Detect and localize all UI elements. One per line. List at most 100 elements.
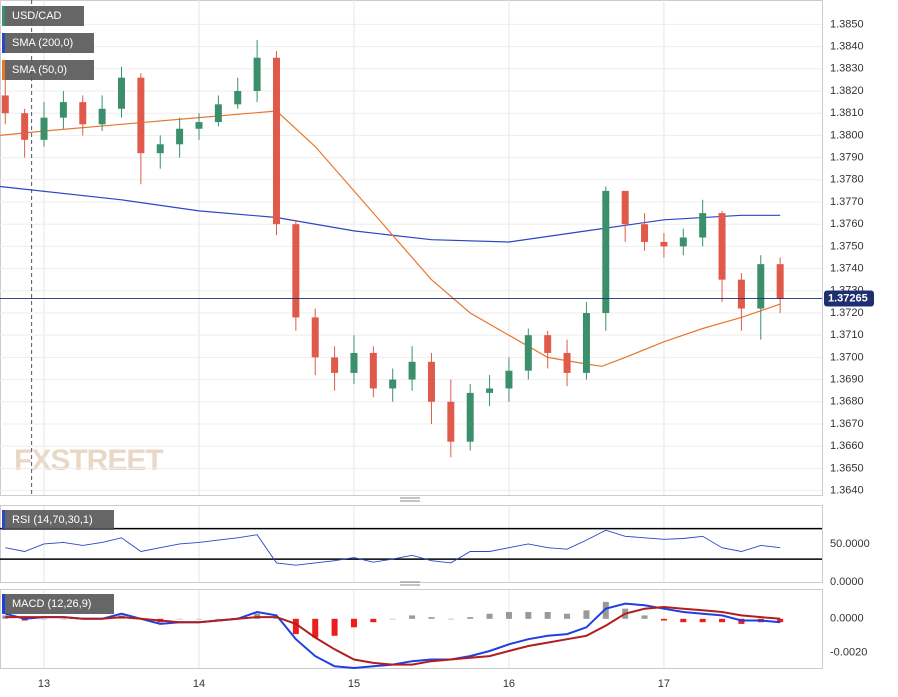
x-tick-label: 17 bbox=[658, 678, 670, 690]
candle-body bbox=[776, 264, 784, 299]
legend-label-box bbox=[2, 33, 94, 53]
legend-label-box bbox=[2, 60, 94, 80]
candle-body bbox=[59, 102, 67, 118]
y-tick-label: 1.3810 bbox=[830, 107, 864, 119]
rsi-tick-label: 0.0000 bbox=[830, 576, 864, 588]
candle-body bbox=[40, 117, 48, 140]
rsi-label-accent bbox=[2, 510, 5, 530]
y-tick-label: 1.3750 bbox=[830, 240, 864, 252]
macd-histogram-bar bbox=[777, 618, 784, 623]
y-tick-label: 1.3690 bbox=[830, 373, 864, 385]
candle-body bbox=[137, 77, 145, 154]
candle-body bbox=[253, 57, 261, 92]
macd-histogram-bar bbox=[467, 617, 474, 619]
main-panel bbox=[0, 0, 823, 496]
macd-histogram-bar bbox=[350, 618, 357, 628]
macd-histogram-bar bbox=[699, 618, 706, 623]
rsi-label: RSI (14,70,30,1) bbox=[12, 514, 93, 526]
candle-body bbox=[214, 104, 222, 123]
y-tick-label: 1.3830 bbox=[830, 63, 864, 75]
y-tick-label: 1.3650 bbox=[830, 462, 864, 474]
candle-body bbox=[486, 388, 494, 393]
last-price-box bbox=[824, 290, 874, 307]
macd-histogram-bar bbox=[41, 618, 48, 620]
macd-histogram-bar bbox=[428, 617, 435, 619]
candle-body bbox=[1, 95, 9, 114]
macd-histogram-bar bbox=[2, 615, 9, 619]
macd-histogram-bar bbox=[389, 618, 396, 620]
macd-tick-label: 0.0000 bbox=[830, 613, 864, 625]
legend-label: SMA (50,0) bbox=[12, 64, 67, 76]
candle-body bbox=[118, 77, 126, 109]
rsi-line bbox=[5, 529, 781, 566]
candle-body bbox=[641, 224, 649, 242]
candle-body bbox=[563, 352, 571, 373]
macd-histogram-bar bbox=[215, 618, 222, 620]
candle-body bbox=[466, 392, 474, 442]
candle-body bbox=[427, 361, 435, 402]
y-tick-label: 1.3790 bbox=[830, 152, 864, 164]
candle-body bbox=[582, 312, 590, 373]
y-tick-label: 1.3640 bbox=[830, 484, 864, 496]
y-tick-label: 1.3680 bbox=[830, 396, 864, 408]
candle-body bbox=[524, 335, 532, 371]
signal-line bbox=[5, 605, 781, 666]
macd-label-box bbox=[2, 594, 114, 614]
candle-body bbox=[176, 128, 184, 145]
symbol-label: USD/CAD bbox=[12, 10, 62, 22]
candle-body bbox=[331, 357, 339, 373]
candle-body bbox=[98, 108, 106, 125]
macd-panel bbox=[0, 589, 823, 669]
y-tick-label: 1.3740 bbox=[830, 262, 864, 274]
watermark: FXSTREET bbox=[14, 444, 163, 477]
macd-histogram-bar bbox=[486, 613, 493, 619]
y-tick-label: 1.3820 bbox=[830, 85, 864, 97]
x-tick-label: 16 bbox=[503, 678, 515, 690]
x-tick-label: 14 bbox=[193, 678, 205, 690]
macd-histogram-bar bbox=[641, 615, 648, 619]
macd-histogram-bar bbox=[680, 618, 687, 623]
y-tick-label: 1.3780 bbox=[830, 174, 864, 186]
macd-histogram-bar bbox=[370, 618, 377, 623]
y-tick-label: 1.3800 bbox=[830, 129, 864, 141]
symbol-label-accent bbox=[2, 6, 5, 26]
macd-histogram-bar bbox=[525, 612, 532, 619]
macd-histogram-bar bbox=[331, 618, 338, 636]
candle-body bbox=[602, 190, 610, 313]
macd-histogram-bar bbox=[195, 618, 202, 620]
y-tick-label: 1.3850 bbox=[830, 18, 864, 30]
candle-body bbox=[408, 361, 416, 380]
y-tick-label: 1.3770 bbox=[830, 196, 864, 208]
candle-body bbox=[505, 370, 513, 389]
macd-histogram-bar bbox=[292, 618, 299, 635]
macd-histogram-bar bbox=[660, 618, 667, 621]
macd-histogram-bar bbox=[447, 618, 454, 620]
candle-body bbox=[234, 91, 242, 105]
x-tick-label: 13 bbox=[38, 678, 50, 690]
macd-histogram-bar bbox=[719, 618, 726, 623]
sma-line bbox=[0, 185, 781, 243]
candle-body bbox=[369, 352, 377, 389]
y-tick-label: 1.3840 bbox=[830, 41, 864, 53]
y-tick-label: 1.3760 bbox=[830, 218, 864, 230]
rsi-tick-label: 50.0000 bbox=[830, 538, 870, 550]
candle-body bbox=[272, 57, 280, 225]
candle-body bbox=[679, 237, 687, 247]
panel-grip[interactable] bbox=[400, 497, 420, 586]
candle-body bbox=[757, 264, 765, 309]
candle-body bbox=[311, 317, 319, 358]
rsi-label-box bbox=[2, 510, 114, 530]
macd-tick-label: -0.0020 bbox=[830, 647, 867, 659]
y-tick-label: 1.3710 bbox=[830, 329, 864, 341]
candle-body bbox=[389, 379, 397, 389]
y-tick-label: 1.3670 bbox=[830, 418, 864, 430]
macd-histogram-bar bbox=[409, 615, 416, 619]
macd-histogram-bar bbox=[176, 618, 183, 620]
legend-label-accent bbox=[2, 33, 5, 53]
macd-histogram-bar bbox=[312, 618, 319, 638]
legend-label: SMA (200,0) bbox=[12, 37, 73, 49]
candle-body bbox=[350, 352, 358, 373]
candle-body bbox=[195, 122, 203, 129]
